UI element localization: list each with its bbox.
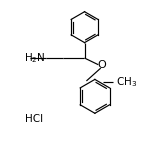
Text: H$_2$N: H$_2$N bbox=[24, 51, 46, 65]
Text: CH$_3$: CH$_3$ bbox=[116, 75, 137, 89]
Text: O: O bbox=[97, 60, 106, 70]
Text: HCl: HCl bbox=[25, 114, 43, 124]
